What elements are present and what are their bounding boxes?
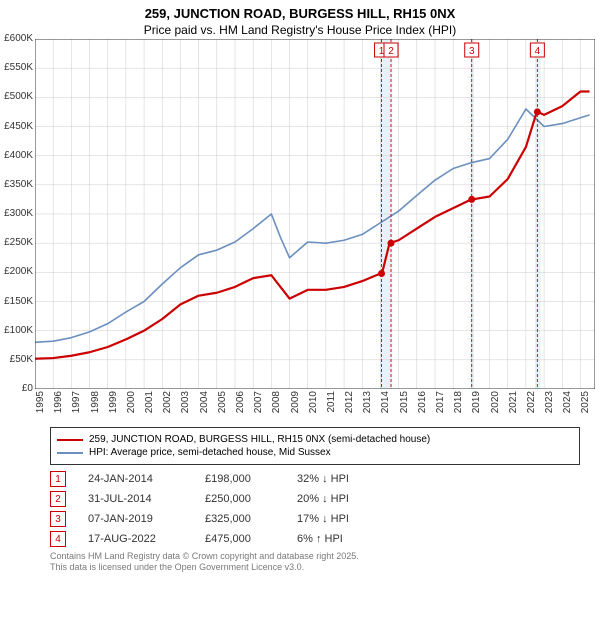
x-axis-label: 2016 (417, 391, 428, 421)
y-axis-label: £450K (0, 121, 33, 132)
legend-item: HPI: Average price, semi-detached house,… (57, 447, 573, 458)
x-axis-label: 2008 (271, 391, 282, 421)
row-date: 07-JAN-2019 (88, 513, 183, 525)
row-date: 17-AUG-2022 (88, 533, 183, 545)
row-marker: 2 (50, 491, 66, 507)
x-axis-label: 2022 (526, 391, 537, 421)
y-axis-label: £300K (0, 208, 33, 219)
x-axis-label: 2006 (235, 391, 246, 421)
y-axis-label: £250K (0, 237, 33, 248)
x-axis-label: 2000 (126, 391, 137, 421)
page-subtitle: Price paid vs. HM Land Registry's House … (10, 23, 590, 37)
x-axis-label: 2021 (508, 391, 519, 421)
y-axis-label: £550K (0, 62, 33, 73)
x-axis-label: 2010 (308, 391, 319, 421)
x-axis-label: 2005 (217, 391, 228, 421)
x-axis-label: 2004 (199, 391, 210, 421)
row-marker: 1 (50, 471, 66, 487)
legend-item: 259, JUNCTION ROAD, BURGESS HILL, RH15 0… (57, 434, 573, 445)
transactions-table: 1 24-JAN-2014 £198,000 32% ↓ HPI 2 31-JUL-201… (50, 471, 580, 547)
row-diff: 6% ↑ HPI (297, 533, 377, 545)
table-row: 3 07-JAN-2019 £325,000 17% ↓ HPI (50, 511, 580, 527)
svg-text:4: 4 (535, 46, 541, 57)
y-axis-label: £500K (0, 91, 33, 102)
x-axis-label: 2019 (471, 391, 482, 421)
legend-label: HPI: Average price, semi-detached house,… (89, 447, 331, 458)
x-axis-label: 2009 (290, 391, 301, 421)
chart-svg: 1234 (35, 39, 595, 389)
legend-swatch (57, 452, 83, 454)
svg-text:2: 2 (388, 46, 394, 57)
row-diff: 32% ↓ HPI (297, 473, 377, 485)
footer-line2: This data is licensed under the Open Gov… (50, 562, 580, 573)
row-price: £325,000 (205, 513, 275, 525)
y-axis-label: £50K (0, 354, 33, 365)
x-axis-label: 2011 (326, 391, 337, 421)
x-axis-label: 2023 (544, 391, 555, 421)
x-axis-label: 1995 (35, 391, 46, 421)
x-axis-label: 2001 (144, 391, 155, 421)
row-diff: 20% ↓ HPI (297, 493, 377, 505)
x-axis-label: 2002 (162, 391, 173, 421)
x-axis-label: 2003 (180, 391, 191, 421)
x-axis-label: 2013 (362, 391, 373, 421)
x-axis-label: 2020 (490, 391, 501, 421)
row-diff: 17% ↓ HPI (297, 513, 377, 525)
table-row: 2 31-JUL-2014 £250,000 20% ↓ HPI (50, 491, 580, 507)
x-axis-label: 1997 (71, 391, 82, 421)
chart-legend: 259, JUNCTION ROAD, BURGESS HILL, RH15 0… (50, 427, 580, 465)
y-axis-label: £0 (0, 383, 33, 394)
x-axis-label: 1998 (90, 391, 101, 421)
footer-attribution: Contains HM Land Registry data © Crown c… (50, 551, 580, 574)
table-row: 4 17-AUG-2022 £475,000 6% ↑ HPI (50, 531, 580, 547)
x-axis-label: 2024 (562, 391, 573, 421)
y-axis-label: £400K (0, 150, 33, 161)
x-axis-label: 1999 (108, 391, 119, 421)
legend-swatch (57, 439, 83, 441)
svg-text:3: 3 (469, 46, 475, 57)
row-marker: 3 (50, 511, 66, 527)
footer-line1: Contains HM Land Registry data © Crown c… (50, 551, 580, 562)
y-axis-label: £600K (0, 33, 33, 44)
legend-label: 259, JUNCTION ROAD, BURGESS HILL, RH15 0… (89, 434, 430, 445)
y-axis-label: £100K (0, 325, 33, 336)
x-axis-label: 1996 (53, 391, 64, 421)
x-axis-label: 2025 (580, 391, 591, 421)
y-axis-label: £200K (0, 266, 33, 277)
y-axis-label: £150K (0, 296, 33, 307)
row-date: 31-JUL-2014 (88, 493, 183, 505)
table-row: 1 24-JAN-2014 £198,000 32% ↓ HPI (50, 471, 580, 487)
y-axis-label: £350K (0, 179, 33, 190)
x-axis-label: 2015 (399, 391, 410, 421)
row-price: £198,000 (205, 473, 275, 485)
page-title: 259, JUNCTION ROAD, BURGESS HILL, RH15 0… (10, 6, 590, 21)
x-axis-label: 2007 (253, 391, 264, 421)
x-axis-label: 2018 (453, 391, 464, 421)
row-price: £250,000 (205, 493, 275, 505)
x-axis-label: 2014 (380, 391, 391, 421)
row-marker: 4 (50, 531, 66, 547)
row-date: 24-JAN-2014 (88, 473, 183, 485)
price-chart: 1234 £0£50K£100K£150K£200K£250K£300K£350… (35, 39, 595, 389)
x-axis-label: 2017 (435, 391, 446, 421)
x-axis-label: 2012 (344, 391, 355, 421)
row-price: £475,000 (205, 533, 275, 545)
